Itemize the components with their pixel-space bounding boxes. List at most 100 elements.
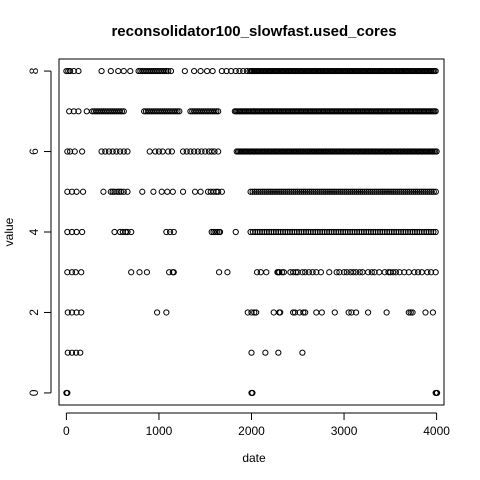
data-point [294, 188, 301, 195]
data-point [385, 188, 393, 195]
data-point [124, 148, 131, 155]
data-point [100, 188, 107, 195]
data-point [359, 188, 366, 195]
data-point [416, 188, 423, 195]
data-point [423, 228, 430, 236]
data-point [349, 228, 356, 236]
data-point [215, 148, 222, 155]
data-point [412, 188, 419, 195]
data-point [337, 228, 344, 236]
data-point [408, 188, 415, 195]
data-point [128, 228, 135, 236]
data-point [433, 389, 441, 397]
data-point [79, 188, 87, 195]
chart-title: reconsolidator100_slowfast.used_cores [111, 23, 396, 40]
data-point [330, 228, 337, 236]
data-point [263, 228, 270, 236]
data-point [294, 269, 301, 276]
data-point [371, 188, 378, 195]
data-point [286, 228, 294, 236]
data-point [68, 228, 76, 236]
data-point [386, 228, 393, 236]
data-point [251, 309, 258, 316]
data-point [410, 188, 417, 195]
data-point [427, 269, 435, 276]
data-point [290, 269, 297, 276]
data-point [400, 188, 407, 195]
data-point [257, 188, 264, 195]
data-point [326, 188, 334, 195]
data-point [263, 188, 270, 195]
data-point [269, 188, 277, 195]
data-point [166, 269, 173, 276]
data-point [119, 228, 126, 236]
data-point [390, 228, 398, 236]
data-point [312, 188, 319, 195]
data-point [316, 188, 323, 195]
data-point [367, 188, 374, 195]
data-point [298, 188, 305, 195]
data-point [64, 188, 71, 195]
x-tick-label: 3000 [331, 424, 358, 438]
data-point [420, 188, 427, 195]
data-point [392, 188, 399, 195]
data-point [105, 148, 113, 155]
data-point [383, 228, 391, 236]
data-point [64, 389, 71, 397]
data-point [433, 148, 440, 155]
data-point [197, 67, 204, 75]
data-point [179, 188, 187, 195]
data-point [395, 228, 402, 236]
data-point [73, 188, 80, 195]
data-point [332, 188, 340, 195]
data-point [107, 188, 114, 195]
data-point [167, 67, 175, 75]
data-point [289, 228, 296, 236]
x-axis: 0 1000 2000 3000 4000 [63, 412, 450, 438]
data-point [370, 228, 377, 236]
data-point [109, 188, 116, 195]
data-point [341, 188, 348, 195]
data-point [398, 188, 405, 195]
data-point [63, 67, 70, 75]
data-point [280, 188, 287, 195]
data-point [305, 269, 312, 276]
x-tick-label: 2000 [238, 424, 265, 438]
data-point [424, 269, 431, 276]
data-point [389, 188, 397, 195]
data-point [102, 148, 109, 155]
data-point [305, 228, 312, 236]
data-point [109, 148, 116, 155]
data-point [345, 309, 352, 316]
data-point [352, 269, 360, 276]
data-point [396, 188, 403, 195]
data-point [218, 188, 225, 195]
data-point [136, 269, 143, 276]
data-point [253, 269, 261, 276]
data-point [120, 148, 127, 155]
data-point [168, 148, 176, 155]
data-point [339, 188, 346, 195]
data-point [397, 228, 405, 236]
data-point [317, 269, 325, 276]
data-point [174, 108, 181, 115]
data-point [208, 148, 215, 155]
data-point [372, 228, 379, 236]
data-point [310, 188, 317, 195]
data-point [414, 188, 421, 195]
data-point [113, 148, 120, 155]
data-point [218, 67, 225, 75]
data-point [251, 188, 258, 195]
data-point [422, 309, 429, 316]
data-point [163, 67, 170, 75]
data-point [335, 228, 342, 236]
data-point [427, 228, 435, 236]
data-point [379, 228, 386, 236]
data-point [216, 228, 224, 236]
data-point [117, 188, 125, 195]
data-point [318, 309, 325, 316]
data-point [78, 269, 85, 276]
y-tick-label: 0 [27, 389, 41, 396]
data-point [319, 228, 326, 236]
data-point [290, 309, 297, 316]
